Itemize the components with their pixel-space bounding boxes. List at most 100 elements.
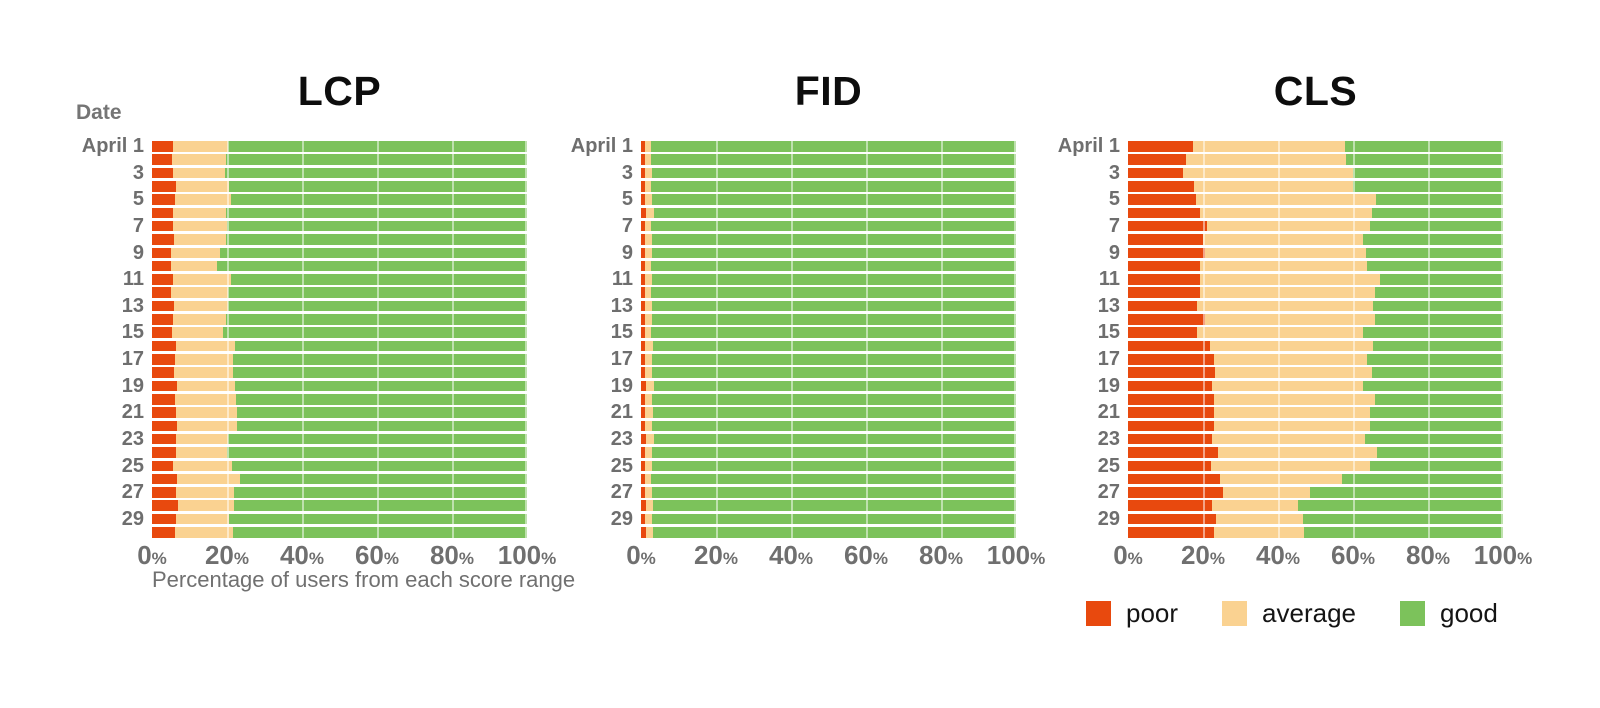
bar-segment-good <box>1375 194 1503 205</box>
x-axis-tick: 60% <box>1330 540 1376 570</box>
bar-segment-good <box>236 393 527 405</box>
stacked-bar <box>152 500 527 512</box>
bar-segment-average <box>1200 274 1380 285</box>
stacked-bar <box>1128 314 1503 325</box>
rows: April 1 3 5 7 9 11 13 15 17 19 21 23 25 27 29 <box>62 135 527 538</box>
bar-segment-poor <box>152 447 176 458</box>
bar-segment-good <box>651 447 1016 458</box>
bar-segment-poor <box>1128 287 1200 299</box>
stacked-bar <box>152 433 527 445</box>
bar-segment-good <box>653 527 1016 538</box>
bar-row: 9 <box>62 243 527 262</box>
stacked-bar <box>641 393 1016 405</box>
stacked-bar <box>1128 180 1503 192</box>
bar-segment-average <box>644 447 652 458</box>
bar-segment-poor <box>641 447 645 458</box>
bar-segment-good <box>1371 367 1503 378</box>
bar-segment-poor <box>641 234 645 245</box>
bar-row <box>1038 260 1503 272</box>
bar-row: 21 <box>551 403 1016 422</box>
bar-row <box>1038 340 1503 352</box>
stacked-bar <box>152 154 527 165</box>
bar-segment-good <box>230 194 527 205</box>
bar-segment-average <box>644 327 652 338</box>
bar-segment-poor <box>641 473 645 485</box>
date-tick-label: 23 <box>1097 427 1120 450</box>
bar-row <box>551 367 1016 378</box>
stacked-bar <box>1128 393 1503 405</box>
bar-row <box>62 527 527 538</box>
bar-segment-good <box>1369 420 1503 432</box>
stacked-bar <box>641 287 1016 299</box>
stacked-bar <box>1128 234 1503 245</box>
bar-row <box>62 234 527 245</box>
date-tick-label: 7 <box>1108 214 1120 237</box>
bar-segment-poor <box>1128 420 1214 432</box>
bar-segment-poor <box>641 220 645 232</box>
stacked-bar <box>152 407 527 418</box>
bar-segment-average <box>1200 207 1372 219</box>
bar-segment-average <box>644 194 652 205</box>
date-tick-label: 25 <box>121 454 144 477</box>
bar-segment-average <box>645 433 654 445</box>
bar-segment-good <box>1380 274 1503 285</box>
stacked-bar <box>152 460 527 472</box>
bar-row <box>62 207 527 219</box>
bar-segment-poor <box>152 314 173 325</box>
poor-swatch-icon <box>1086 601 1111 626</box>
stacked-bar <box>1128 407 1503 418</box>
bar-segment-poor <box>641 287 645 299</box>
bar-segment-poor <box>1128 527 1214 538</box>
bar-segment-good <box>1369 460 1503 472</box>
stacked-bar <box>641 314 1016 325</box>
rows: April 1 3 5 7 9 11 13 15 17 19 21 23 25 27 29 <box>1038 136 1503 538</box>
bar-row: 17 <box>62 349 527 369</box>
stacked-bar <box>641 194 1016 205</box>
bar-segment-poor <box>152 220 173 232</box>
bar-segment-poor <box>641 194 645 205</box>
chart-title-cls: CLS <box>1273 68 1358 114</box>
bar-segment-average <box>1192 141 1346 152</box>
bar-row: 13 <box>62 296 527 315</box>
bar-segment-average <box>1185 154 1346 165</box>
stacked-bar <box>152 220 527 232</box>
date-tick-label: 3 <box>621 161 633 184</box>
bar-segment-good <box>652 300 1016 312</box>
date-tick-label: 13 <box>610 294 633 317</box>
bar-segment-average <box>175 513 229 525</box>
stacked-bar <box>1128 154 1503 165</box>
date-tick-label: 27 <box>121 481 144 504</box>
bar-segment-good <box>1375 314 1503 325</box>
stacked-bar <box>1128 141 1503 152</box>
bar-segment-average <box>174 354 234 365</box>
bar-segment-good <box>651 460 1016 472</box>
stacked-bar <box>1128 354 1503 365</box>
x-axis-tick: 40% <box>1255 540 1301 570</box>
bar-segment-poor <box>152 340 176 352</box>
bar-segment-poor <box>152 500 179 512</box>
date-tick-label: April 1 <box>81 135 144 157</box>
date-tick-label: 11 <box>1098 268 1120 291</box>
bar-row: 9 <box>551 243 1016 262</box>
stacked-bar <box>152 194 527 205</box>
bar-segment-average <box>644 420 652 432</box>
stacked-bar <box>641 167 1016 179</box>
bar-segment-good <box>1302 513 1503 525</box>
bar-row <box>551 473 1016 485</box>
bar-segment-good <box>651 194 1016 205</box>
bar-segment-good <box>236 420 527 432</box>
bar-row: 25 <box>62 454 527 477</box>
bar-segment-average <box>1200 287 1376 299</box>
bar-row: 23 <box>551 429 1016 449</box>
bar-segment-poor <box>152 367 174 378</box>
bar-segment-poor <box>641 460 646 472</box>
bar-segment-good <box>654 207 1016 219</box>
chart-cls: CLS April 1 3 5 7 9 11 13 15 17 19 21 23 25 27 29 0% 20… <box>1038 0 1533 708</box>
date-tick-label: 29 <box>610 507 633 530</box>
bar-segment-poor <box>641 420 645 432</box>
bar-segment-average <box>175 393 237 405</box>
bar-row: 25 <box>551 456 1016 475</box>
bar-segment-good <box>652 407 1016 418</box>
bar-segment-average <box>644 314 652 325</box>
bar-segment-good <box>236 407 527 418</box>
